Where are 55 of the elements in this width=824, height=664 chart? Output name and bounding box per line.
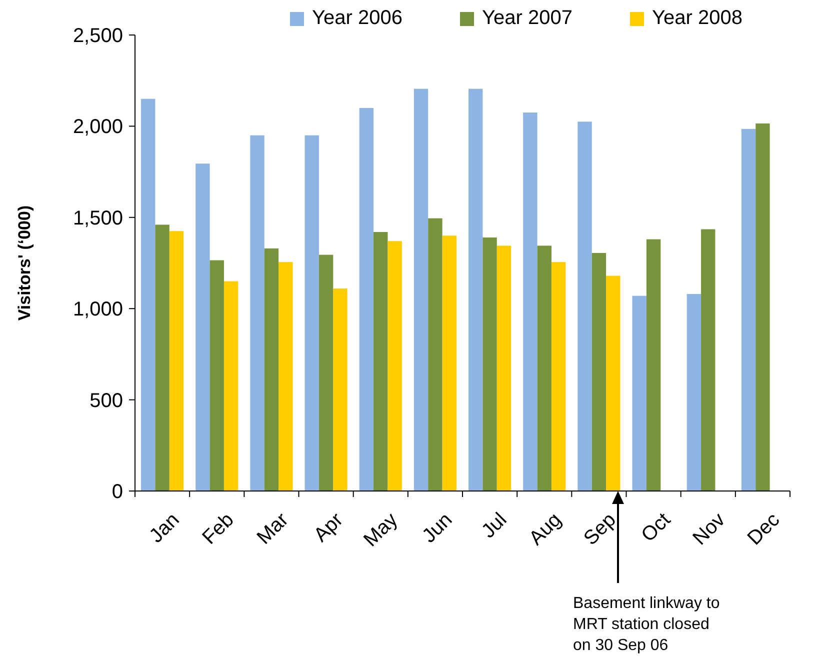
legend-label: Year 2008	[652, 7, 742, 29]
bar	[210, 260, 224, 491]
bar	[264, 248, 279, 491]
x-tick-label: Sep	[580, 508, 620, 550]
bar	[169, 231, 184, 491]
bar	[224, 281, 238, 491]
bar	[304, 135, 319, 491]
bar	[388, 241, 402, 491]
y-tick-label: 2,500	[72, 25, 123, 47]
legend-label: Year 2006	[312, 7, 402, 29]
x-tick-label: Apr	[310, 508, 348, 546]
y-axis-title: Visitors' (‘000)	[15, 205, 34, 321]
x-tick-label: Oct	[637, 508, 676, 546]
y-tick-label: 500	[90, 390, 123, 412]
x-tick-label: Dec	[743, 508, 784, 550]
x-tick-label: Feb	[198, 508, 238, 549]
bar	[155, 224, 170, 491]
x-tick-label: Aug	[525, 508, 566, 550]
legend-label: Year 2007	[482, 7, 572, 29]
bar	[646, 239, 661, 491]
bar	[551, 262, 566, 491]
x-tick-label: Jul	[478, 508, 512, 543]
bar	[632, 296, 646, 491]
bar	[442, 236, 456, 491]
bar	[756, 123, 770, 491]
x-tick-label: Mar	[252, 508, 294, 549]
bar	[250, 135, 264, 491]
bar	[686, 294, 702, 491]
bar	[482, 237, 497, 491]
bar	[537, 246, 552, 491]
bar	[196, 164, 210, 491]
bar	[578, 122, 592, 491]
bar	[592, 252, 606, 491]
bar	[496, 246, 512, 491]
x-tick-label: Nov	[688, 508, 730, 550]
x-tick-label: Jan	[145, 508, 184, 548]
y-tick-label: 0	[112, 481, 123, 503]
x-tick-label: Jun	[418, 508, 457, 548]
bar	[333, 288, 348, 491]
bar	[141, 98, 156, 491]
bar	[278, 262, 293, 491]
bar	[374, 232, 388, 491]
y-tick-label: 2,000	[72, 116, 123, 138]
bar	[741, 128, 756, 491]
text: Basement linkway to MRT station closed on 30 Sep 06	[573, 595, 720, 654]
bar	[428, 218, 442, 491]
bar	[414, 88, 428, 491]
y-tick-label: 1,000	[72, 298, 123, 321]
y-tick-label: 1,500	[72, 207, 123, 230]
bar	[359, 108, 374, 491]
x-tick-label: May	[360, 508, 402, 552]
bar	[318, 254, 334, 491]
bar	[701, 229, 716, 491]
bar	[468, 88, 483, 491]
bar	[523, 112, 538, 491]
